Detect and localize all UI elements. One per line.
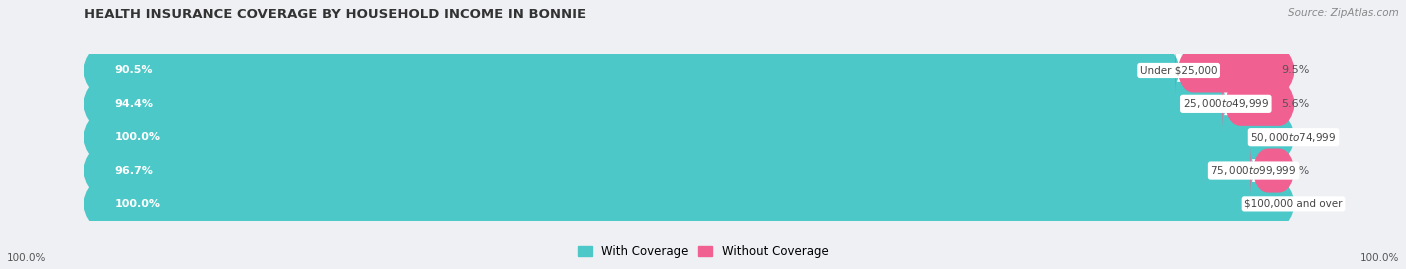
- FancyBboxPatch shape: [80, 109, 1298, 165]
- Text: $25,000 to $49,999: $25,000 to $49,999: [1182, 97, 1270, 110]
- Text: 90.5%: 90.5%: [115, 65, 153, 76]
- Text: 3.3%: 3.3%: [1281, 165, 1309, 176]
- FancyBboxPatch shape: [80, 43, 1298, 98]
- Text: Source: ZipAtlas.com: Source: ZipAtlas.com: [1288, 8, 1399, 18]
- Text: 94.4%: 94.4%: [115, 99, 153, 109]
- Text: 100.0%: 100.0%: [1360, 253, 1399, 263]
- FancyBboxPatch shape: [80, 176, 1298, 232]
- FancyBboxPatch shape: [80, 109, 1298, 165]
- Text: HEALTH INSURANCE COVERAGE BY HOUSEHOLD INCOME IN BONNIE: HEALTH INSURANCE COVERAGE BY HOUSEHOLD I…: [84, 8, 586, 21]
- Text: $100,000 and over: $100,000 and over: [1244, 199, 1343, 209]
- FancyBboxPatch shape: [80, 43, 1182, 98]
- FancyBboxPatch shape: [1222, 76, 1298, 132]
- FancyBboxPatch shape: [80, 143, 1257, 199]
- Text: 100.0%: 100.0%: [115, 132, 160, 142]
- Text: 100.0%: 100.0%: [115, 199, 160, 209]
- Text: 5.6%: 5.6%: [1281, 99, 1309, 109]
- FancyBboxPatch shape: [80, 76, 1298, 132]
- Text: $50,000 to $74,999: $50,000 to $74,999: [1250, 131, 1337, 144]
- Text: 0.0%: 0.0%: [1281, 132, 1309, 142]
- Legend: With Coverage, Without Coverage: With Coverage, Without Coverage: [572, 241, 834, 263]
- Text: 100.0%: 100.0%: [7, 253, 46, 263]
- FancyBboxPatch shape: [80, 143, 1298, 199]
- Text: $75,000 to $99,999: $75,000 to $99,999: [1211, 164, 1296, 177]
- Text: 9.5%: 9.5%: [1281, 65, 1310, 76]
- FancyBboxPatch shape: [80, 176, 1298, 232]
- FancyBboxPatch shape: [1250, 143, 1298, 199]
- FancyBboxPatch shape: [1175, 43, 1298, 98]
- Text: 96.7%: 96.7%: [115, 165, 153, 176]
- FancyBboxPatch shape: [80, 76, 1229, 132]
- Text: 0.0%: 0.0%: [1281, 199, 1309, 209]
- Text: Under $25,000: Under $25,000: [1140, 65, 1218, 76]
